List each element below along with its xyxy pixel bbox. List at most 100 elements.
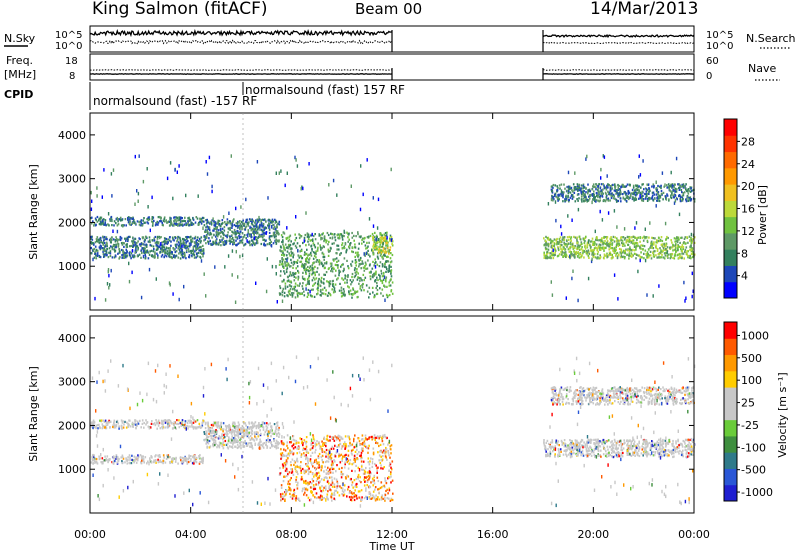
echo-cell	[369, 278, 372, 281]
echo-cell	[140, 426, 142, 429]
echo-cell	[566, 245, 568, 248]
echo-cell	[318, 273, 320, 276]
echo-cell	[239, 227, 241, 230]
echo-cell	[154, 251, 156, 254]
echo-cell	[354, 290, 356, 293]
echo-cell	[622, 255, 625, 258]
echo-cell	[661, 171, 664, 175]
echo-cell	[189, 242, 191, 245]
echo-cell	[132, 220, 135, 223]
echo-cell	[204, 229, 207, 232]
echo-cell	[333, 289, 336, 292]
echo-cell	[187, 458, 190, 461]
colorbar-tick-label: 28	[741, 135, 755, 148]
echo-cell	[373, 241, 376, 244]
echo-cell	[307, 280, 309, 283]
echo-cell	[170, 220, 172, 223]
echo-cell	[566, 236, 569, 239]
echo-cell	[389, 248, 391, 252]
echo-cell	[210, 233, 213, 236]
echo-cell	[128, 222, 131, 225]
echo-cell	[132, 245, 135, 248]
echo-cell	[144, 247, 146, 250]
echo-cell	[203, 431, 205, 434]
echo-cell	[391, 244, 394, 247]
echo-cell	[156, 422, 158, 425]
echo-cell	[552, 257, 555, 260]
echo-cell	[570, 251, 573, 254]
echo-cell	[552, 186, 554, 189]
echo-cell	[229, 228, 231, 231]
echo-cell	[255, 281, 257, 285]
echo-cell	[336, 248, 338, 251]
echo-cell	[304, 239, 306, 242]
echo-cell	[387, 260, 390, 263]
echo-cell	[284, 282, 287, 285]
echo-cell	[568, 185, 571, 188]
echo-cell	[241, 241, 244, 244]
echo-cell	[299, 234, 301, 237]
echo-cell	[376, 292, 379, 295]
echo-cell	[210, 437, 213, 440]
echo-cell	[229, 236, 231, 239]
echo-cell	[659, 251, 661, 254]
echo-cell	[594, 253, 596, 256]
echo-cell	[337, 236, 339, 240]
echo-cell	[587, 199, 590, 202]
echo-cell	[637, 254, 640, 257]
echo-cell	[380, 269, 382, 272]
echo-cell	[224, 243, 227, 246]
nsearch-tick-low: 10^0	[706, 41, 733, 52]
echo-cell	[186, 425, 188, 428]
echo-cell	[105, 237, 107, 240]
echo-cell	[226, 446, 229, 449]
echo-cell	[276, 230, 279, 233]
echo-cell	[674, 253, 676, 256]
echo-cell	[662, 247, 665, 250]
echo-cell	[232, 429, 235, 432]
cpid-label: CPID	[4, 88, 33, 101]
echo-cell	[268, 224, 270, 228]
echo-cell	[247, 231, 250, 234]
echo-cell	[573, 255, 575, 258]
echo-cell	[347, 267, 350, 270]
echo-cell	[218, 424, 220, 427]
echo-cell	[327, 254, 330, 257]
echo-cell	[609, 193, 611, 196]
echo-cell	[193, 254, 196, 257]
echo-cell	[210, 434, 213, 437]
echo-cell	[92, 422, 95, 425]
echo-cell	[254, 231, 257, 234]
echo-cell	[266, 422, 268, 425]
echo-cell	[282, 280, 285, 283]
echo-cell	[112, 424, 114, 427]
echo-cell	[171, 427, 174, 430]
echo-cell	[214, 440, 217, 443]
echo-cell	[276, 421, 279, 424]
echo-cell	[385, 234, 388, 237]
echo-cell	[615, 249, 617, 252]
echo-cell	[583, 200, 585, 203]
echo-cell	[322, 292, 325, 295]
echo-cell	[337, 259, 340, 262]
echo-cell	[581, 246, 583, 249]
echo-cell	[287, 240, 290, 243]
echo-cell	[107, 459, 109, 462]
echo-cell	[91, 456, 93, 459]
echo-cell	[129, 425, 132, 428]
echo-cell	[100, 216, 103, 219]
echo-cell	[346, 231, 348, 234]
echo-cell	[90, 461, 93, 464]
echo-cell	[615, 252, 618, 255]
echo-cell	[167, 220, 170, 223]
echo-cell	[669, 246, 672, 249]
echo-cell	[93, 425, 96, 429]
echo-cell	[166, 221, 169, 224]
echo-cell	[321, 251, 324, 254]
echo-cell	[635, 194, 637, 197]
echo-cell	[270, 220, 273, 223]
echo-cell	[284, 243, 287, 246]
echo-cell	[295, 246, 298, 249]
echo-cell	[665, 251, 667, 254]
